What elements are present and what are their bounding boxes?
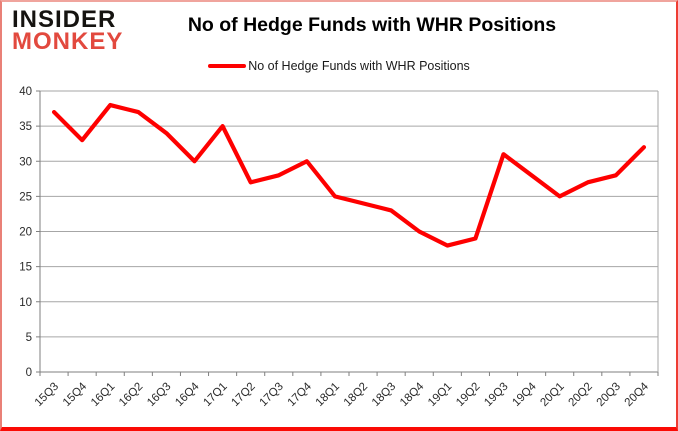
x-tick-label: 19Q3 <box>482 381 510 409</box>
y-tick-label: 15 <box>19 262 32 274</box>
x-tick-label: 20Q1 <box>538 381 566 409</box>
logo-monkey-text: MONKEY <box>12 28 124 55</box>
x-tick-label: 20Q2 <box>567 381 595 409</box>
chart-legend: No of Hedge Funds with WHR Positions <box>2 59 676 73</box>
x-tick-label: 18Q2 <box>342 381 370 409</box>
legend-line-swatch <box>208 63 247 69</box>
y-tick-label: 25 <box>19 191 32 203</box>
x-tick-label: 16Q3 <box>145 381 173 409</box>
x-tick-label: 17Q3 <box>258 381 286 409</box>
x-tick-label: 19Q2 <box>454 381 482 409</box>
y-tick-label: 20 <box>19 227 32 239</box>
x-tick-label: 18Q1 <box>314 381 342 409</box>
y-tick-label: 35 <box>19 121 32 133</box>
legend-label: No of Hedge Funds with WHR Positions <box>248 59 470 73</box>
x-tick-label: 18Q4 <box>398 380 427 409</box>
y-tick-label: 0 <box>26 367 32 379</box>
x-tick-label: 15Q4 <box>61 380 90 409</box>
line-chart-svg: 0 5 10 15 20 25 30 35 40 15Q3 15Q4 16Q1 16Q2 16Q3 16Q4… <box>19 86 659 409</box>
y-tick-label: 5 <box>26 332 32 344</box>
x-tick-label: 16Q2 <box>117 381 145 409</box>
x-tick-label: 19Q4 <box>510 380 539 409</box>
x-tick-label: 19Q1 <box>426 381 454 409</box>
x-tick-label: 16Q4 <box>173 380 202 409</box>
chart-area: 0 5 10 15 20 25 30 35 40 15Q3 15Q4 16Q1 16Q2 16Q3 16Q4… <box>2 77 676 427</box>
y-tick-label: 10 <box>19 297 32 309</box>
chart-title: No of Hedge Funds with WHR Positions <box>187 14 557 36</box>
x-tick-label: 17Q4 <box>286 380 315 409</box>
logo-insider-text: INSIDER <box>12 6 117 33</box>
x-tick-label: 17Q1 <box>201 381 229 409</box>
y-tick-label: 30 <box>19 156 32 168</box>
y-tick-label: 40 <box>19 86 32 98</box>
x-tick-label: 20Q4 <box>623 380 652 409</box>
x-tick-label: 16Q1 <box>89 381 117 409</box>
series-line-hedge-funds <box>51 102 647 248</box>
insider-monkey-logo: INSIDER MONKEY <box>12 6 124 55</box>
x-tick-label: 15Q3 <box>33 381 61 409</box>
x-tick-label: 17Q2 <box>229 381 257 409</box>
x-tick-label: 20Q3 <box>595 381 623 409</box>
x-tick-label: 18Q3 <box>370 381 398 409</box>
